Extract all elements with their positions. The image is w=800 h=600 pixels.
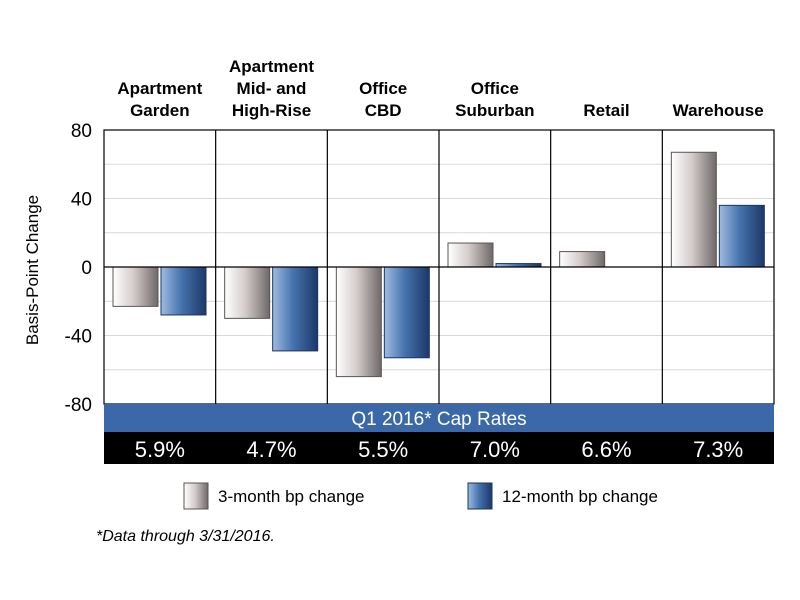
cap-rate-1: 4.7% [246,437,296,462]
legend-12-month-swatch [467,482,493,510]
bar-3-month-4 [559,251,606,268]
legend-12-month-label: 12-month bp change [502,487,658,506]
cap-rate-3: 7.0% [470,437,520,462]
legend-3-month: 3-month bp change [183,482,365,510]
y-axis-title: Basis-Point Change [23,195,42,345]
cap-rate-5: 7.3% [693,437,743,462]
legend-3-month-label: 3-month bp change [218,487,365,506]
bar-3-month-1 [224,266,271,319]
cap-rate-2: 5.5% [358,437,408,462]
y-tick-label: -80 [65,395,92,416]
cap-rates-band [104,432,774,464]
bar-12-month-0 [160,266,207,316]
legend-12-month: 12-month bp change [467,482,658,510]
y-tick-label: 40 [71,190,92,211]
bar-3-month-0 [112,266,159,307]
y-tick-label: -40 [65,327,92,348]
bar-12-month-2 [383,266,430,359]
category-label-2: Office CBD [359,79,407,120]
y-tick-label: 0 [81,258,92,279]
cap-rates-banner-label: Q1 2016* Cap Rates [351,409,526,430]
category-label-5: Warehouse [673,101,764,120]
bar-3-month-2 [335,266,382,378]
category-label-3: Office Suburban [455,79,534,120]
bar-12-month-1 [272,266,319,352]
category-label-1: Apartment Mid- and High-Rise [229,57,314,120]
bar-3-month-5 [670,151,717,268]
category-label-0: Apartment Garden [117,79,202,120]
bar-12-month-5 [718,204,765,268]
category-label-4: Retail [583,101,629,120]
cap-rate-4: 6.6% [581,437,631,462]
y-tick-label: 80 [71,121,92,142]
footnote: *Data through 3/31/2016. [96,528,275,545]
cap-rate-0: 5.9% [135,437,185,462]
legend-3-month-swatch [183,482,209,510]
bar-3-month-3 [447,242,494,268]
cap-rates-banner [104,404,774,432]
